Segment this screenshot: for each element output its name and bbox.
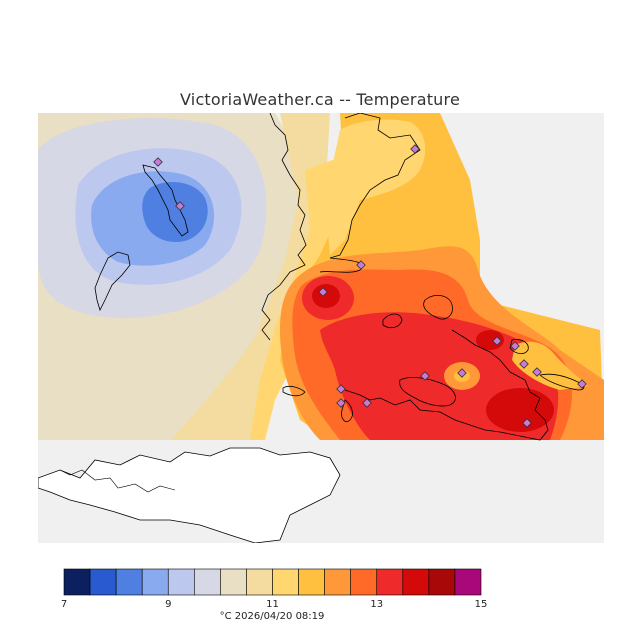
station-marker[interactable] [410,144,420,154]
legend-swatch [246,568,273,596]
station-marker[interactable] [175,201,185,211]
legend-swatch [350,568,378,596]
station-marker[interactable] [532,367,542,377]
legend-swatch [454,568,482,596]
legend-swatch [63,568,91,596]
legend-tick-label: 9 [165,599,172,610]
legend-tick-label: 11 [266,599,279,610]
units-timestamp: °C 2026/04/20 08:19 [219,611,325,622]
west-islands [94,164,189,312]
station-marker[interactable] [519,359,529,369]
olympic-peninsula-landmass [38,447,341,543]
station-marker[interactable] [153,157,163,167]
station-marker[interactable] [318,287,328,297]
legend-tick-label: 15 [474,599,488,610]
legend-swatch [141,568,169,596]
legend-swatch [220,568,247,596]
temperature-field [38,113,604,440]
station-marker[interactable] [510,341,520,351]
legend-swatch [89,568,117,596]
legend-swatch [194,568,221,596]
legend-swatch [298,568,325,596]
legend-swatch [167,568,195,596]
legend-swatch [376,568,404,596]
legend-swatch [115,568,143,596]
station-marker[interactable] [457,368,467,378]
station-marker[interactable] [522,418,532,428]
map-title: VictoriaWeather.ca -- Temperature [180,90,460,109]
legend-swatch [272,568,299,596]
station-marker[interactable] [420,371,430,381]
station-marker[interactable] [362,398,372,408]
color-legend [63,568,482,596]
legend-tick-label: 7 [60,599,68,610]
legend-tick-label: 13 [370,599,384,610]
legend-swatch [428,568,456,596]
legend-swatch [402,568,430,596]
station-marker[interactable] [492,336,502,346]
peninsula-outline-inner [59,469,176,493]
station-marker[interactable] [577,379,587,389]
legend-swatch [324,568,351,596]
coastlines [261,113,585,441]
weather-stations [153,144,587,428]
station-marker[interactable] [336,398,346,408]
station-marker[interactable] [336,384,346,394]
station-marker[interactable] [356,260,366,270]
